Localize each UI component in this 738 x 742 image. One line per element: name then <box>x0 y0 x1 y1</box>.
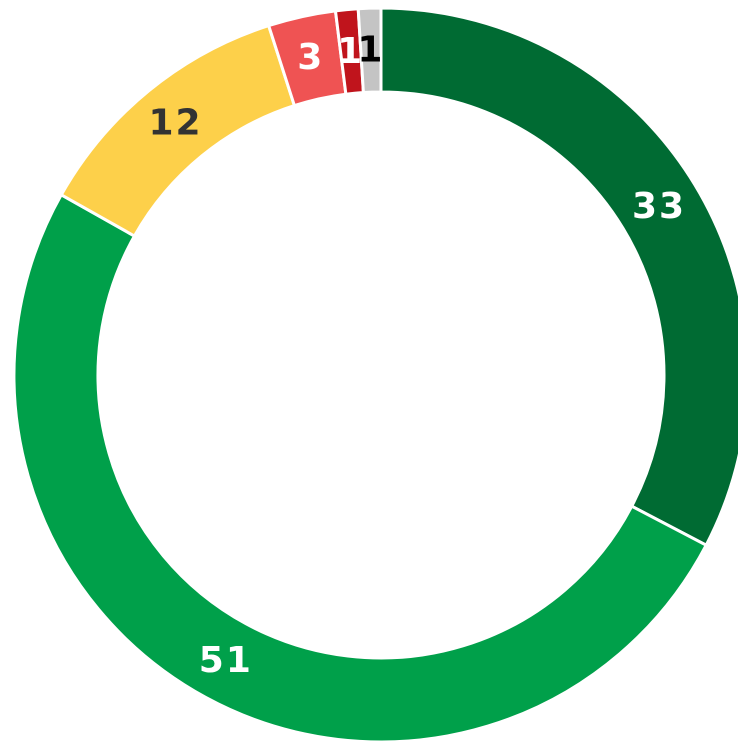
donut-segment <box>379 6 738 548</box>
data-label: 1 <box>357 30 384 71</box>
donut-segment <box>12 192 709 742</box>
data-label: 1 <box>337 31 364 72</box>
data-label: 12 <box>149 103 203 144</box>
data-label: 3 <box>297 37 324 78</box>
donut-segment <box>356 6 383 95</box>
data-label: 51 <box>199 640 253 681</box>
data-label: 33 <box>632 186 686 227</box>
